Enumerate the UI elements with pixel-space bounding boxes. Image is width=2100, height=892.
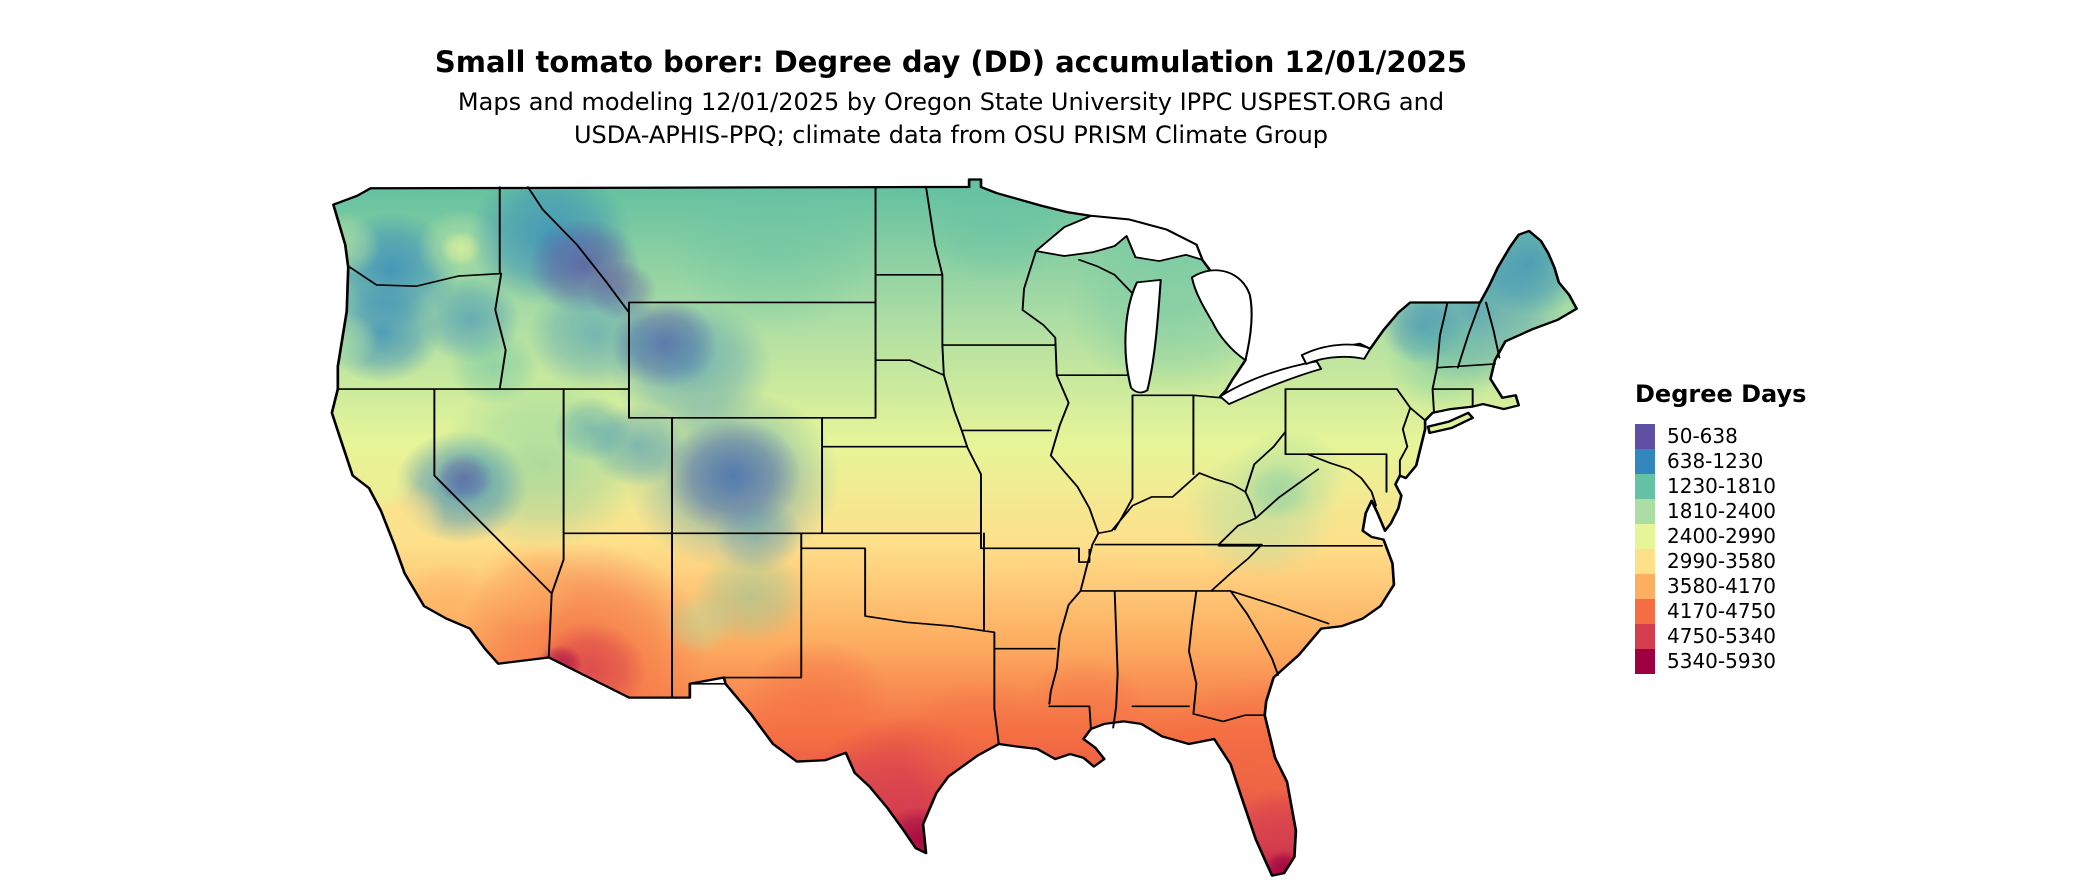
- lake-superior: [1034, 215, 1204, 262]
- legend: Degree Days 50-638 638-1230 1230-1810 1810-…: [1635, 380, 1806, 674]
- legend-swatch: [1635, 624, 1655, 649]
- legend-row: 50-638: [1635, 424, 1806, 449]
- subtitle-line-2: USDA-APHIS-PPQ; climate data from OSU PR…: [573, 121, 1329, 149]
- lake-erie: [1219, 360, 1323, 405]
- legend-swatch: [1635, 424, 1655, 449]
- legend-row: 2400-2990: [1635, 524, 1806, 549]
- lake-ontario: [1300, 343, 1372, 365]
- legend-swatch: [1635, 474, 1655, 499]
- legend-swatch: [1635, 549, 1655, 574]
- legend-swatch: [1635, 449, 1655, 474]
- legend-rows: 50-638 638-1230 1230-1810 1810-2400 2400-299…: [1635, 424, 1806, 674]
- legend-swatch: [1635, 649, 1655, 674]
- legend-swatch: [1635, 524, 1655, 549]
- legend-row: 1230-1810: [1635, 474, 1806, 499]
- legend-row: 4170-4750: [1635, 599, 1806, 624]
- legend-label: 5340-5930: [1667, 649, 1777, 673]
- legend-title: Degree Days: [1635, 380, 1807, 408]
- legend-label: 638-1230: [1667, 449, 1764, 473]
- legend-label: 50-638: [1667, 424, 1738, 448]
- great-lakes: [1034, 215, 1372, 405]
- legend-row: 638-1230: [1635, 449, 1806, 474]
- legend-row: 4750-5340: [1635, 624, 1806, 649]
- legend-row: 3580-4170: [1635, 574, 1806, 599]
- page-title: Small tomato borer: Degree day (DD) accu…: [434, 45, 1468, 80]
- legend-row: 5340-5930: [1635, 649, 1806, 674]
- subtitle-line-1: Maps and modeling 12/01/2025 by Oregon S…: [457, 88, 1445, 116]
- lake-michigan: [1124, 278, 1162, 394]
- state-borders: [336, 186, 1501, 745]
- legend-label: 2400-2990: [1667, 524, 1777, 548]
- legend-swatch: [1635, 599, 1655, 624]
- legend-label: 4170-4750: [1667, 599, 1777, 623]
- lake-huron: [1190, 269, 1253, 362]
- legend-label: 1810-2400: [1667, 499, 1777, 523]
- legend-row: 2990-3580: [1635, 549, 1806, 574]
- legend-label: 3580-4170: [1667, 574, 1777, 598]
- us-map-svg: [330, 178, 1578, 877]
- map-subtitle: Maps and modeling 12/01/2025 by Oregon S…: [0, 86, 1902, 152]
- degree-day-raster: [331, 179, 1577, 876]
- legend-label: 1230-1810: [1667, 474, 1777, 498]
- legend-label: 4750-5340: [1667, 624, 1777, 648]
- legend-swatch: [1635, 499, 1655, 524]
- us-degree-day-map: [320, 172, 1590, 887]
- legend-swatch: [1635, 574, 1655, 599]
- legend-label: 2990-3580: [1667, 549, 1777, 573]
- legend-row: 1810-2400: [1635, 499, 1806, 524]
